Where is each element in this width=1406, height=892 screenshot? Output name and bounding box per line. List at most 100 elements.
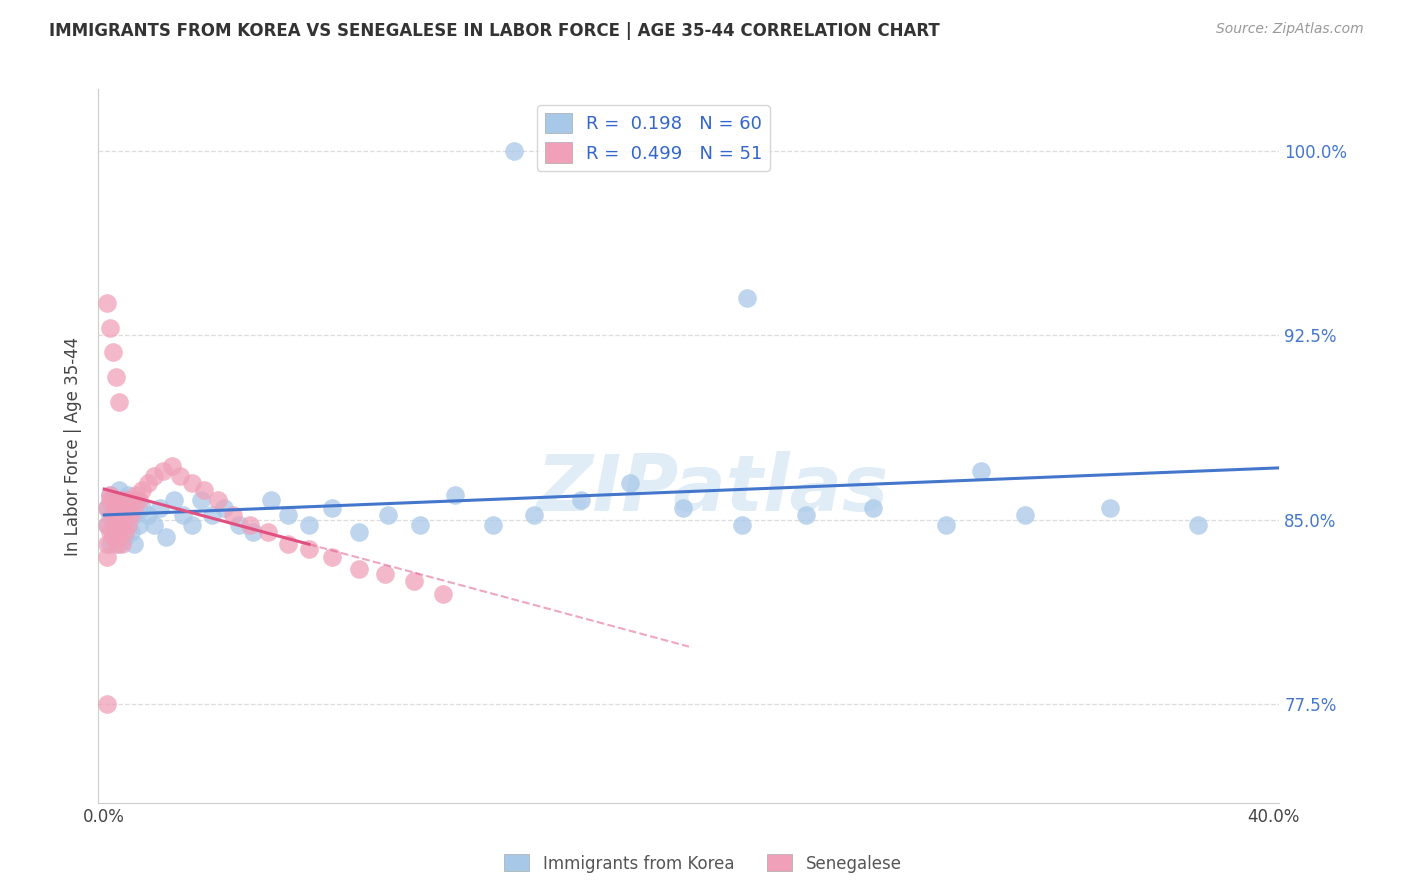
Point xyxy=(730,517,752,532)
Point xyxy=(101,493,124,508)
Point xyxy=(101,525,124,540)
Point xyxy=(104,500,127,515)
Point xyxy=(152,464,174,478)
Point xyxy=(96,698,118,712)
Point xyxy=(222,508,245,522)
Point xyxy=(502,144,524,158)
Point xyxy=(122,500,145,515)
Point xyxy=(181,517,204,532)
Point xyxy=(101,508,124,522)
Point xyxy=(104,493,127,508)
Point xyxy=(193,483,215,498)
Point xyxy=(228,517,250,532)
Point xyxy=(111,493,134,508)
Text: ZIPatlas: ZIPatlas xyxy=(537,450,889,527)
Text: Source: ZipAtlas.com: Source: ZipAtlas.com xyxy=(1216,22,1364,37)
Point xyxy=(96,537,118,551)
Point xyxy=(104,500,127,515)
Point xyxy=(114,530,136,544)
Point xyxy=(120,508,142,522)
Point xyxy=(619,475,641,490)
Point xyxy=(104,517,127,532)
Point xyxy=(117,488,139,502)
Point xyxy=(374,566,396,581)
Point xyxy=(257,525,280,540)
Point xyxy=(404,574,426,589)
Point xyxy=(108,483,131,498)
Point xyxy=(347,525,370,540)
Point xyxy=(862,500,884,515)
Point xyxy=(935,517,957,532)
Point xyxy=(108,530,131,544)
Point xyxy=(104,370,127,384)
Point xyxy=(101,530,124,544)
Point xyxy=(155,530,177,544)
Point xyxy=(1098,500,1121,515)
Point xyxy=(794,508,817,522)
Point xyxy=(111,517,134,532)
Point xyxy=(409,517,432,532)
Point xyxy=(125,488,148,502)
Point xyxy=(114,500,136,515)
Point xyxy=(260,493,283,508)
Point xyxy=(172,508,194,522)
Legend: R =  0.198   N = 60, R =  0.499   N = 51: R = 0.198 N = 60, R = 0.499 N = 51 xyxy=(537,105,769,170)
Point xyxy=(98,508,121,522)
Point xyxy=(321,500,343,515)
Point xyxy=(131,500,153,515)
Point xyxy=(672,500,695,515)
Point xyxy=(108,394,131,409)
Point xyxy=(114,500,136,515)
Point xyxy=(111,537,134,551)
Point xyxy=(125,493,148,508)
Point xyxy=(101,530,124,544)
Point xyxy=(131,483,153,498)
Point xyxy=(277,508,299,522)
Point xyxy=(298,517,321,532)
Point xyxy=(347,562,370,576)
Point xyxy=(523,508,546,522)
Point xyxy=(117,493,139,508)
Point xyxy=(108,508,131,522)
Point xyxy=(1014,508,1036,522)
Point xyxy=(207,493,229,508)
Point xyxy=(160,458,183,473)
Point xyxy=(108,508,131,522)
Point xyxy=(190,493,212,508)
Point xyxy=(114,525,136,540)
Point xyxy=(277,537,299,551)
Point xyxy=(377,508,399,522)
Point xyxy=(163,493,186,508)
Point xyxy=(201,508,224,522)
Point xyxy=(108,537,131,551)
Point xyxy=(111,525,134,540)
Legend: Immigrants from Korea, Senegalese: Immigrants from Korea, Senegalese xyxy=(498,847,908,880)
Point xyxy=(169,468,191,483)
Text: IMMIGRANTS FROM KOREA VS SENEGALESE IN LABOR FORCE | AGE 35-44 CORRELATION CHART: IMMIGRANTS FROM KOREA VS SENEGALESE IN L… xyxy=(49,22,941,40)
Point xyxy=(98,493,121,508)
Point xyxy=(122,508,145,522)
Y-axis label: In Labor Force | Age 35-44: In Labor Force | Age 35-44 xyxy=(65,336,83,556)
Point xyxy=(143,468,166,483)
Point xyxy=(128,517,150,532)
Point xyxy=(96,549,118,564)
Point xyxy=(242,525,264,540)
Point xyxy=(432,587,454,601)
Point xyxy=(96,296,118,310)
Point xyxy=(212,500,235,515)
Point xyxy=(128,493,150,508)
Point xyxy=(117,517,139,532)
Point xyxy=(136,475,159,490)
Point xyxy=(98,488,121,502)
Point xyxy=(298,542,321,557)
Point xyxy=(111,493,134,508)
Point xyxy=(136,508,159,522)
Point xyxy=(98,537,121,551)
Point xyxy=(321,549,343,564)
Point xyxy=(1187,517,1209,532)
Point xyxy=(98,525,121,540)
Point xyxy=(181,475,204,490)
Point xyxy=(149,500,172,515)
Point xyxy=(101,345,124,359)
Point xyxy=(96,517,118,532)
